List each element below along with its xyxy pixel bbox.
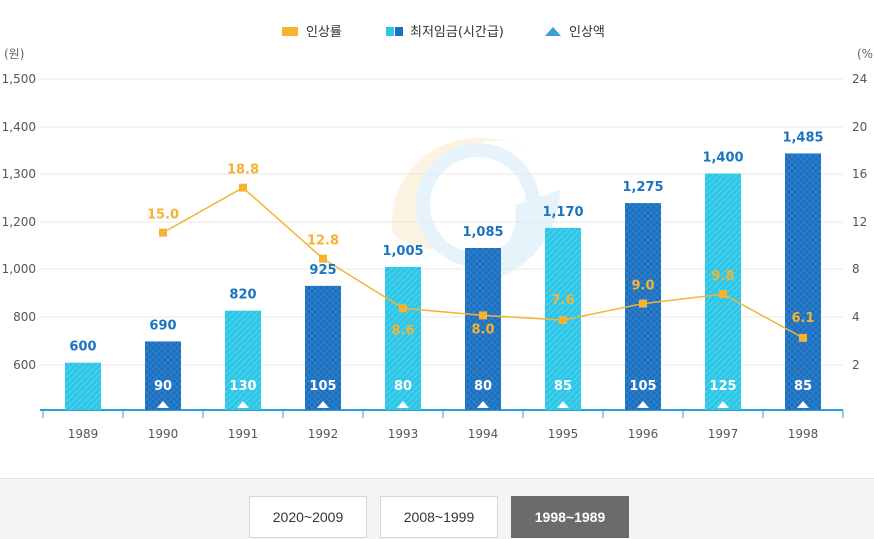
amount-triangle-marker <box>237 401 249 408</box>
y-right-tick-label: 16 <box>852 167 867 181</box>
amount-value-label: 105 <box>309 379 336 394</box>
wage-value-label: 1,275 <box>622 180 663 195</box>
minimum-wage-chart: 인상률 최저임금(시간급) 인상액 (원) (%) 600 800 1,000 1,200 1,… <box>2 25 874 441</box>
rate-value-label: 12.8 <box>307 234 339 249</box>
amount-value-label: 105 <box>629 379 656 394</box>
legend-label: 인상액 <box>569 25 605 40</box>
period-button-2020-2009[interactable]: 2020~2009 <box>249 496 367 538</box>
rate-point <box>239 183 247 192</box>
x-tick-label: 1996 <box>628 427 659 441</box>
period-selector: 2020~2009 2008~1999 1998~1989 <box>0 478 874 539</box>
wage-value-label: 690 <box>149 318 176 333</box>
amount-value-label: 80 <box>394 379 412 394</box>
rate-value-label: 8.0 <box>471 322 494 337</box>
y-left-tick-label: 1,000 <box>2 262 36 276</box>
rate-value-label: 8.6 <box>391 323 414 338</box>
x-tick-label: 1994 <box>468 427 499 441</box>
y-left-unit: (원) <box>4 47 24 61</box>
rate-value-label: 18.8 <box>227 163 259 178</box>
legend-wage-marker-dark <box>395 27 403 36</box>
amount-triangle-marker <box>397 401 409 408</box>
x-tick-label: 1995 <box>548 427 579 441</box>
rate-line <box>159 183 807 342</box>
y-left-tick-label: 800 <box>13 310 36 324</box>
rate-point <box>719 290 727 299</box>
wage-value-label: 1,400 <box>702 151 743 166</box>
x-tick-label: 1989 <box>68 427 99 441</box>
y-right-tick-label: 2 <box>852 358 860 372</box>
amount-triangle-marker <box>317 401 329 408</box>
y-left-tick-label: 1,500 <box>2 72 36 86</box>
rate-value-label: 9.0 <box>631 279 654 294</box>
amount-value-label: 80 <box>474 379 492 394</box>
y-right-tick-label: 24 <box>852 72 867 86</box>
amount-value-label: 125 <box>709 379 736 394</box>
wage-value-label: 820 <box>229 288 256 303</box>
rate-point <box>639 299 647 308</box>
period-button-2008-1999[interactable]: 2008~1999 <box>380 496 498 538</box>
wage-value-label: 1,485 <box>782 130 823 145</box>
amount-value-label: 85 <box>794 379 812 394</box>
legend-rate-marker <box>282 27 298 36</box>
rate-point <box>559 316 567 325</box>
wage-bar <box>145 341 181 410</box>
legend-label: 인상률 <box>306 25 342 40</box>
axes: (원)(%)6008001,0001,2001,4001,5001,300248… <box>2 47 874 441</box>
y-right-unit: (%) <box>857 47 874 61</box>
bars <box>65 153 821 410</box>
x-tick-label: 1993 <box>388 427 419 441</box>
wage-value-label: 925 <box>309 263 336 278</box>
y-left-tick-label: 1,200 <box>2 215 36 229</box>
wage-value-label: 1,085 <box>462 225 503 240</box>
rate-point <box>319 254 327 263</box>
x-tick-label: 1992 <box>308 427 339 441</box>
legend-wage-marker-light <box>386 27 394 36</box>
y-left-tick-label: 600 <box>13 358 36 372</box>
x-tick-label: 1991 <box>228 427 259 441</box>
legend-label: 최저임금(시간급) <box>410 25 504 40</box>
rate-point <box>159 228 167 237</box>
wage-bar <box>225 310 261 410</box>
legend-amount-marker <box>545 27 561 36</box>
rate-value-label: 7.6 <box>551 293 574 308</box>
y-right-tick-label: 4 <box>852 310 860 324</box>
rate-point <box>479 311 487 320</box>
x-tick-label: 1990 <box>148 427 179 441</box>
wage-value-label: 1,005 <box>382 244 423 259</box>
wage-bar <box>465 247 501 410</box>
rate-value-label: 15.0 <box>147 208 179 223</box>
amount-triangle-marker <box>797 401 809 408</box>
amount-triangle-marker <box>557 401 569 408</box>
y-right-tick-label: 20 <box>852 120 867 134</box>
wage-bar <box>305 285 341 410</box>
amount-triangle-marker <box>477 401 489 408</box>
amount-triangle-marker <box>637 401 649 408</box>
wage-bar <box>785 153 821 410</box>
legend: 인상률 최저임금(시간급) 인상액 <box>282 25 605 40</box>
y-left-tick-label: 1,400 <box>2 120 36 134</box>
x-tick-label: 1997 <box>708 427 739 441</box>
period-button-1998-1989[interactable]: 1998~1989 <box>511 496 629 538</box>
y-right-tick-label: 12 <box>852 215 867 229</box>
amount-value-label: 130 <box>229 379 256 394</box>
y-left-tick-label: 1,300 <box>2 167 36 181</box>
wage-bar <box>65 362 101 410</box>
rate-point <box>799 333 807 342</box>
labels: 600 690 90 820 130 925 105 1,005 80 1,085 80 1,170 8… <box>69 130 824 408</box>
wage-value-label: 1,170 <box>542 205 583 220</box>
amount-triangle-marker <box>157 401 169 408</box>
wage-bar <box>385 266 421 410</box>
amount-value-label: 90 <box>154 379 172 394</box>
x-tick-label: 1998 <box>788 427 819 441</box>
rate-value-label: 9.8 <box>711 269 734 284</box>
y-right-tick-label: 8 <box>852 262 860 276</box>
rate-value-label: 6.1 <box>791 311 814 326</box>
rate-point <box>399 304 407 313</box>
amount-triangle-marker <box>717 401 729 408</box>
wage-value-label: 600 <box>69 340 96 355</box>
amount-value-label: 85 <box>554 379 572 394</box>
